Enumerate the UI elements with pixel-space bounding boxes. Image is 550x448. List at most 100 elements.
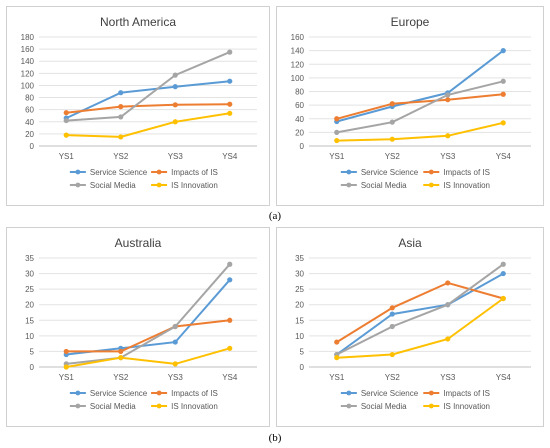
y-tick-label: 20	[25, 301, 34, 310]
x-tick-label: YS3	[440, 152, 456, 161]
legend-label: Service Science	[90, 389, 148, 398]
series-line-is-innovation	[66, 347, 231, 368]
legend-item-service-science: Service Science	[340, 168, 419, 177]
series-line-service-science	[336, 49, 504, 123]
legend-marker	[346, 403, 352, 409]
y-tick-label: 15	[25, 316, 34, 325]
data-point-social-media	[334, 129, 340, 135]
legend-marker	[346, 169, 352, 175]
data-point-is-innovation	[389, 136, 395, 142]
legend-item-service-science: Service Science	[69, 168, 148, 177]
legend-label: Impacts of IS	[171, 389, 218, 398]
data-point-impacts-of-is	[334, 339, 340, 345]
data-point-is-innovation	[334, 355, 340, 361]
legend-label: Impacts of IS	[443, 168, 490, 177]
chart-title: Europe	[391, 15, 430, 29]
data-point-impacts-of-is	[227, 101, 233, 107]
x-tick-label: YS2	[385, 373, 401, 382]
data-point-is-innovation	[118, 134, 124, 140]
data-point-is-innovation	[227, 110, 233, 116]
data-point-impacts-of-is	[334, 116, 340, 122]
y-tick-label: 30	[25, 270, 34, 279]
y-tick-label: 40	[295, 115, 304, 124]
x-tick-label: YS1	[329, 373, 345, 382]
data-point-impacts-of-is	[445, 280, 451, 286]
y-tick-label: 100	[291, 74, 305, 83]
line-chart-asia: Asia 0 5 10 15 20 25 30 35 YS1 YS2 YS3 YS4 Service Sc…	[295, 236, 531, 411]
y-tick-label: 120	[291, 60, 305, 69]
legend-label: IS Innovation	[443, 181, 490, 190]
x-tick-label: YS4	[222, 152, 238, 161]
y-tick-label: 15	[295, 316, 304, 325]
series-line-service-science	[336, 272, 504, 356]
x-tick-label: YS2	[385, 152, 401, 161]
legend-marker	[75, 182, 81, 188]
legend-marker	[428, 182, 434, 188]
data-point-impacts-of-is	[63, 348, 69, 355]
y-tick-label: 60	[25, 106, 34, 115]
legend-label: Service Science	[361, 389, 419, 398]
legend-item-social-media: Social Media	[340, 181, 407, 190]
data-point-service-science	[389, 311, 395, 317]
legend-item-is-innovation: IS Innovation	[151, 402, 218, 411]
chart-title: Asia	[398, 236, 422, 250]
y-tick-label: 25	[295, 285, 304, 294]
series-line-impacts-of-is	[66, 103, 230, 114]
data-point-social-media	[118, 114, 124, 120]
y-tick-label: 10	[25, 332, 34, 341]
y-tick-label: 80	[25, 94, 34, 103]
data-point-is-innovation	[334, 137, 340, 144]
legend-marker	[75, 390, 81, 396]
x-tick-label: YS2	[113, 373, 129, 382]
data-point-impacts-of-is	[172, 102, 178, 108]
data-point-social-media	[227, 49, 233, 55]
legend-label: Impacts of IS	[171, 168, 218, 177]
legend-label: IS Innovation	[171, 402, 218, 411]
y-tick-label: 25	[25, 285, 34, 294]
series-line-social-media	[66, 263, 231, 365]
x-tick-label: YS3	[440, 373, 456, 382]
y-tick-label: 180	[21, 33, 35, 42]
y-tick-label: 20	[25, 130, 34, 139]
x-tick-label: YS3	[168, 373, 184, 382]
data-point-social-media	[389, 119, 395, 125]
chart-title: North America	[100, 15, 176, 29]
legend-marker	[156, 403, 162, 409]
legend-marker	[75, 169, 81, 175]
legend-item-service-science: Service Science	[69, 389, 148, 398]
y-tick-label: 35	[295, 254, 304, 263]
y-tick-label: 40	[25, 118, 34, 127]
chart-panel-north-america: North America 0 20 40 60 80 100 120 140 160 180 YS1…	[6, 6, 270, 206]
chart-panel-europe: Europe 0 20 40 60 80 100 120 140 160 YS1 YS2 YS3 YS4 S…	[276, 6, 544, 206]
legend-marker	[156, 182, 162, 188]
data-point-social-media	[445, 302, 451, 308]
series-line-impacts-of-is	[336, 93, 504, 120]
y-tick-label: 20	[295, 301, 304, 310]
data-point-service-science	[500, 48, 506, 54]
y-tick-label: 0	[300, 363, 305, 372]
y-tick-label: 60	[295, 101, 304, 110]
series-line-impacts-of-is	[336, 281, 504, 343]
data-point-is-innovation	[227, 345, 233, 351]
x-tick-label: YS1	[59, 152, 75, 161]
y-tick-label: 35	[25, 254, 34, 263]
x-tick-label: YS1	[329, 152, 345, 161]
x-tick-label: YS4	[222, 373, 238, 382]
line-chart-north-america: North America 0 20 40 60 80 100 120 140 160 180 YS1…	[21, 15, 257, 190]
y-tick-label: 80	[295, 88, 304, 97]
series-line-is-innovation	[66, 112, 230, 138]
legend-marker	[75, 403, 81, 409]
legend-marker	[428, 390, 434, 396]
x-tick-label: YS2	[113, 152, 129, 161]
legend-label: Social Media	[90, 181, 136, 190]
legend-label: Service Science	[361, 168, 419, 177]
chart-panel-asia: Asia 0 5 10 15 20 25 30 35 YS1 YS2 YS3 YS4 Service Sc…	[276, 227, 544, 427]
x-tick-label: YS1	[59, 373, 75, 382]
data-point-impacts-of-is	[445, 97, 451, 103]
legend-label: Social Media	[90, 402, 136, 411]
data-point-is-innovation	[500, 295, 506, 302]
series-line-social-media	[336, 263, 504, 356]
legend-marker	[428, 403, 434, 409]
data-point-service-science	[500, 270, 506, 277]
legend-item-service-science: Service Science	[340, 389, 419, 398]
